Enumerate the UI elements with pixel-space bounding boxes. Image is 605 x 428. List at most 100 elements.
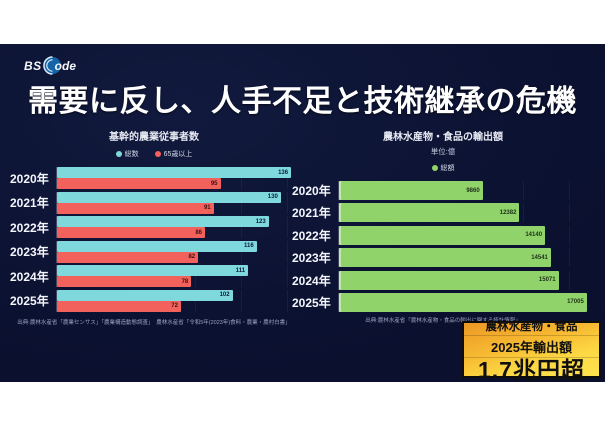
bar: 14541 xyxy=(339,248,551,268)
bar: 95 xyxy=(57,178,221,189)
bs-code-logo: BS ode xyxy=(24,56,76,75)
bar: 9860 xyxy=(339,181,483,200)
legend-item: 総額 xyxy=(431,163,455,173)
chart-farmers: 基幹的農業従事者数 総数 65歳以上 2020年 136 95 2021年 130 91 20… xyxy=(10,128,298,326)
bar-value: 15071 xyxy=(538,277,556,284)
logo-text-ode: ode xyxy=(54,58,77,73)
chart-row: 2021年 130 91 xyxy=(10,191,298,214)
chart-exports-title: 農林水産物・食品の輸出額 xyxy=(383,132,503,143)
category-label: 2021年 xyxy=(292,206,331,221)
bar-value: 102 xyxy=(219,292,230,299)
bars-area: 111 78 xyxy=(56,265,298,288)
bar-value: 17005 xyxy=(567,299,584,306)
chart-exports-source: 出典:農林水産省「農林水産物・食品の輸出に関する統計情報」 xyxy=(365,317,521,324)
category-label: 2023年 xyxy=(10,245,49,260)
bar: 111 xyxy=(57,265,249,277)
bar: 86 xyxy=(57,227,206,239)
category-label: 2020年 xyxy=(292,184,331,198)
slide-title: 需要に反し、人手不足と技術継承の危機 xyxy=(28,85,577,118)
bar: 123 xyxy=(57,216,269,228)
bar-value: 111 xyxy=(235,267,246,274)
legend-item: 総数 xyxy=(115,149,139,159)
chart-farmers-plot: 2020年 136 95 2021年 130 91 2022年 123 86 2023年 116 82… xyxy=(10,167,298,312)
chart-row: 2024年 111 78 xyxy=(10,265,298,288)
bar: 15071 xyxy=(339,270,559,290)
bar-value: 9860 xyxy=(466,187,480,194)
bars-area: 9860 xyxy=(338,181,594,200)
chart-row: 2020年 136 95 xyxy=(10,167,298,189)
bar: 91 xyxy=(57,202,214,214)
logo-text-bs: BS xyxy=(24,58,42,73)
chart-row: 2022年 123 86 xyxy=(10,216,298,239)
legend-label: 総数 xyxy=(124,151,139,158)
slide: BS ode 需要に反し、人手不足と技術継承の危機 基幹的農業従事者数 総数 65… xyxy=(0,44,605,382)
chart-row: 2025年 102 72 xyxy=(10,289,298,312)
bar: 78 xyxy=(57,276,192,288)
chart-farmers-source: 出典:農林水産省「農業センサス」「農業構造動態調査」 農林水産省「令和5年(20… xyxy=(17,319,291,326)
bar: 17005 xyxy=(339,292,587,312)
bar: 116 xyxy=(57,240,257,252)
bars-area: 130 91 xyxy=(56,191,298,214)
bar-value: 14541 xyxy=(531,254,548,261)
bar-value: 78 xyxy=(181,278,189,285)
chart-row: 2025年 17005 xyxy=(292,292,594,312)
bar: 102 xyxy=(57,289,233,301)
bar-value: 12382 xyxy=(499,209,517,216)
category-label: 2021年 xyxy=(10,196,49,211)
legend-item: 65歳以上 xyxy=(154,149,193,159)
callout-category: 農林水産物・食品 xyxy=(464,317,599,336)
bars-area: 116 82 xyxy=(56,240,298,263)
bar: 136 xyxy=(57,167,292,178)
bar: 14140 xyxy=(339,225,546,245)
category-label: 2024年 xyxy=(292,273,331,288)
export-callout: 農林水産物・食品 2025年輸出額 1.7兆円超 xyxy=(462,321,601,382)
bar-value: 14140 xyxy=(525,232,543,239)
bs-code-logo-icon xyxy=(42,56,61,75)
chart-exports-legend: 総額 xyxy=(292,163,594,173)
bar-value: 72 xyxy=(171,303,178,310)
bar: 12382 xyxy=(339,203,520,223)
bars-area: 136 95 xyxy=(56,167,298,189)
chart-row: 2024年 15071 xyxy=(292,270,594,290)
category-label: 2024年 xyxy=(10,269,49,284)
legend-dot-icon xyxy=(431,165,438,171)
bar-value: 95 xyxy=(210,180,218,187)
legend-dot-icon xyxy=(115,151,122,157)
bar-value: 91 xyxy=(203,205,211,212)
bars-area: 15071 xyxy=(338,270,594,290)
bars-area: 14541 xyxy=(338,248,594,268)
bars-area: 12382 xyxy=(338,203,594,223)
bars-area: 14140 xyxy=(338,225,594,245)
chart-row: 2022年 14140 xyxy=(292,225,594,245)
bar: 72 xyxy=(57,300,181,312)
callout-amount: 1.7兆円超 xyxy=(478,356,585,383)
bar: 82 xyxy=(57,251,199,263)
category-label: 2023年 xyxy=(292,251,331,266)
legend-dot-icon xyxy=(154,151,161,157)
chart-exports-plot: 2020年 9860 2021年 12382 2022年 14140 2023年 14541 2… xyxy=(292,181,594,312)
chart-farmers-title: 基幹的農業従事者数 xyxy=(109,132,199,143)
bar-value: 130 xyxy=(267,194,278,201)
bar-value: 82 xyxy=(188,254,196,261)
category-label: 2020年 xyxy=(10,171,49,186)
bars-area: 102 72 xyxy=(56,289,298,312)
category-label: 2025年 xyxy=(10,294,49,309)
bar: 130 xyxy=(57,191,281,203)
bar-value: 136 xyxy=(278,169,289,176)
category-label: 2022年 xyxy=(10,220,49,235)
bars-area: 17005 xyxy=(338,292,594,312)
chart-exports-unit-label: 単位:億 xyxy=(430,147,456,156)
chart-row: 2023年 116 82 xyxy=(10,240,298,263)
chart-row: 2021年 12382 xyxy=(292,203,594,223)
legend-label: 65歳以上 xyxy=(163,151,193,158)
chart-farmers-legend: 総数 65歳以上 xyxy=(10,149,298,159)
category-label: 2025年 xyxy=(292,295,331,310)
bar-value: 86 xyxy=(195,229,203,236)
chart-row: 2020年 9860 xyxy=(292,181,594,200)
chart-exports: 農林水産物・食品の輸出額 単位:億 総額 2020年 9860 2021年 12382… xyxy=(292,128,594,324)
chart-row: 2023年 14541 xyxy=(292,248,594,268)
bar-value: 123 xyxy=(255,218,266,225)
legend-label: 総額 xyxy=(440,165,455,172)
bar-value: 116 xyxy=(243,243,254,250)
